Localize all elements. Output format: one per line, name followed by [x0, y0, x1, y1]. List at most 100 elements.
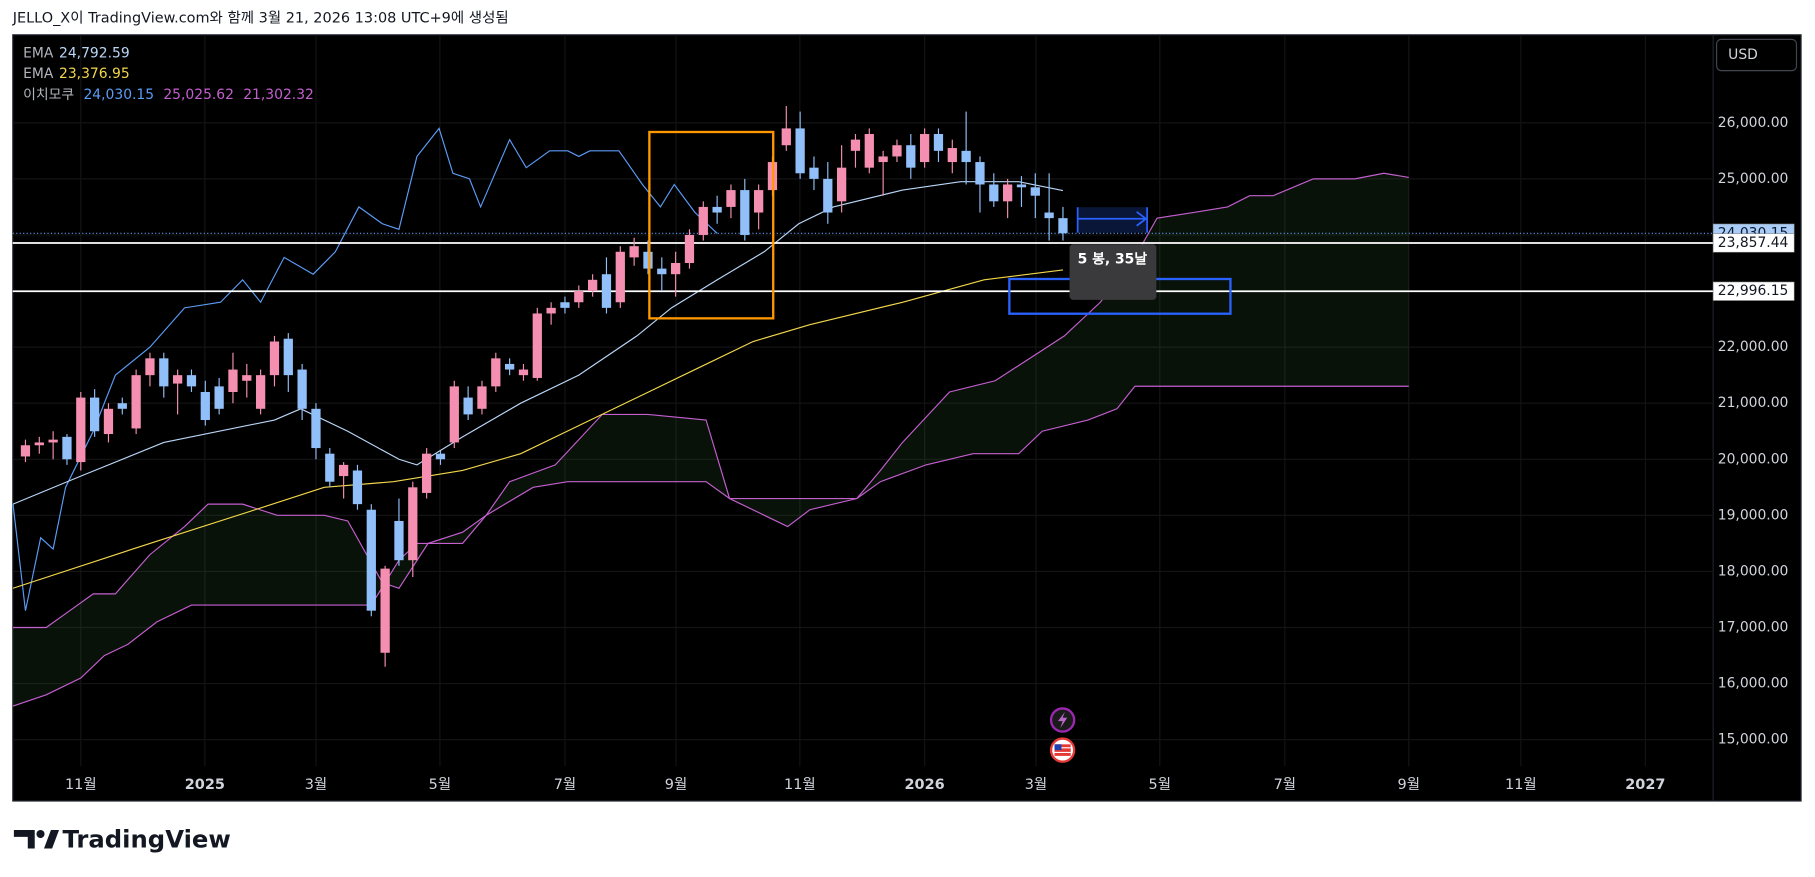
candle-body: [491, 358, 501, 387]
indicator-line: [12, 181, 1064, 505]
candle-body: [214, 386, 224, 409]
candle-body: [823, 178, 833, 213]
legend-value: 24,030.15: [83, 87, 154, 103]
candle-body: [518, 369, 529, 376]
x-tick-label: 9월: [1398, 776, 1421, 793]
x-tick-label: 2026: [905, 777, 945, 793]
legend-value: 23,376.95: [59, 66, 130, 82]
candle-body: [615, 251, 625, 303]
x-tick-label: 7월: [554, 776, 577, 793]
legend-value: 21,302.32: [243, 87, 314, 103]
candle-body: [34, 442, 44, 446]
candle-body: [781, 128, 791, 146]
candle-body: [1003, 184, 1013, 202]
candle-body: [20, 445, 31, 457]
candle-body: [961, 150, 971, 163]
price-tag-label: 22,996.15: [1718, 283, 1789, 299]
candle-body: [726, 190, 736, 207]
candle-body: [754, 190, 764, 213]
candle-body: [366, 509, 376, 611]
candle-body: [283, 338, 293, 376]
candle-body: [449, 386, 459, 443]
candle-body: [878, 156, 888, 163]
logo-mark: [43, 829, 60, 849]
y-tick-label: 21,000.00: [1718, 395, 1789, 411]
candle-body: [933, 134, 944, 151]
x-tick-label: 3월: [305, 776, 328, 793]
currency-label: USD: [1728, 47, 1758, 63]
candle-body: [546, 307, 556, 314]
candle-body: [850, 139, 861, 151]
candle-body: [325, 453, 335, 482]
y-tick-label: 17,000.00: [1718, 620, 1789, 636]
candle-body: [892, 145, 902, 157]
logo-mark: [36, 829, 45, 839]
candle-body: [1058, 218, 1068, 234]
candle-body: [671, 262, 681, 275]
legend-name: EMA: [23, 66, 54, 82]
ichimoku-cloud: [13, 173, 1409, 707]
branding: TradingView: [63, 824, 231, 853]
lightning-icon: [1057, 711, 1068, 729]
candle-body: [269, 341, 280, 376]
legend-value: 25,025.62: [163, 87, 234, 103]
y-tick-label: 19,000.00: [1718, 507, 1789, 523]
candle-body: [48, 439, 58, 443]
header: JELLO_X이 TradingView.com와 함께 3월 21, 2026…: [12, 10, 509, 27]
candle-body: [1030, 187, 1040, 196]
candle-body: [338, 464, 349, 477]
candle-body: [837, 167, 847, 202]
y-tick-label: 18,000.00: [1718, 563, 1789, 579]
candle-body: [795, 128, 805, 174]
candle-body: [380, 568, 390, 653]
candle-body: [435, 453, 446, 460]
x-tick-label: 11월: [65, 776, 97, 793]
x-tick-label: 5월: [429, 776, 452, 793]
y-tick-label: 15,000.00: [1718, 732, 1789, 748]
indicator-line: [12, 385, 1409, 707]
candle-body: [643, 251, 653, 269]
flag-canton: [1054, 744, 1062, 751]
measure-label: 5 봉, 35날: [1078, 251, 1148, 267]
candle-body: [698, 206, 708, 235]
candle-body: [906, 145, 916, 168]
candle-body: [228, 369, 238, 392]
candle-body: [200, 391, 210, 421]
candle-body: [76, 397, 86, 463]
legend-name: 이치모쿠: [23, 87, 74, 103]
candle-body: [352, 470, 363, 505]
candle-body: [1044, 212, 1054, 219]
plot: 15,000.00 16,000.00 17,000.00 18,000.00 19,0…: [12, 34, 1789, 793]
candle-body: [975, 162, 985, 185]
candle-body: [560, 302, 570, 308]
candle-body: [588, 279, 598, 292]
measure-area: [1077, 207, 1148, 233]
y-tick-label: 26,000.00: [1718, 115, 1789, 131]
currency-button[interactable]: [1716, 38, 1798, 72]
x-tick-label: 2027: [1625, 777, 1665, 793]
candle-body: [657, 268, 667, 275]
x-tick-label: 11월: [784, 776, 816, 793]
candle-body: [809, 167, 819, 179]
y-tick-label: 20,000.00: [1718, 451, 1789, 467]
candle-body: [297, 369, 307, 409]
candle-body: [629, 246, 639, 258]
legend-name: EMA: [23, 45, 54, 61]
candle-body: [740, 190, 750, 235]
candle-body: [601, 274, 612, 308]
y-tick-label: 25,000.00: [1718, 171, 1789, 187]
candle-body: [421, 453, 432, 493]
y-tick-label: 16,000.00: [1718, 676, 1789, 692]
candle-body: [712, 206, 722, 213]
candle-body: [242, 375, 252, 381]
x-tick-label: 3월: [1025, 776, 1047, 793]
measure-arrowhead: [1136, 211, 1148, 227]
candle-body: [117, 403, 127, 409]
logo-mark: [13, 829, 35, 849]
candle-body: [159, 358, 169, 387]
candle-body: [131, 375, 141, 429]
price-tag: [1712, 233, 1795, 253]
candle-body: [145, 358, 155, 376]
candle-body: [920, 134, 930, 163]
